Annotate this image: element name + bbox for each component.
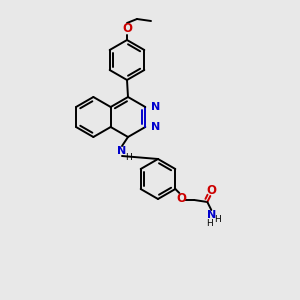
Text: O: O [176,191,186,205]
Text: N: N [207,210,216,220]
Text: H: H [206,218,213,227]
Text: H: H [124,154,131,163]
Text: N: N [151,122,160,132]
Text: H: H [214,215,221,224]
Text: N: N [117,146,127,156]
Text: O: O [122,22,132,35]
Text: N: N [151,102,160,112]
Text: O: O [206,184,216,196]
